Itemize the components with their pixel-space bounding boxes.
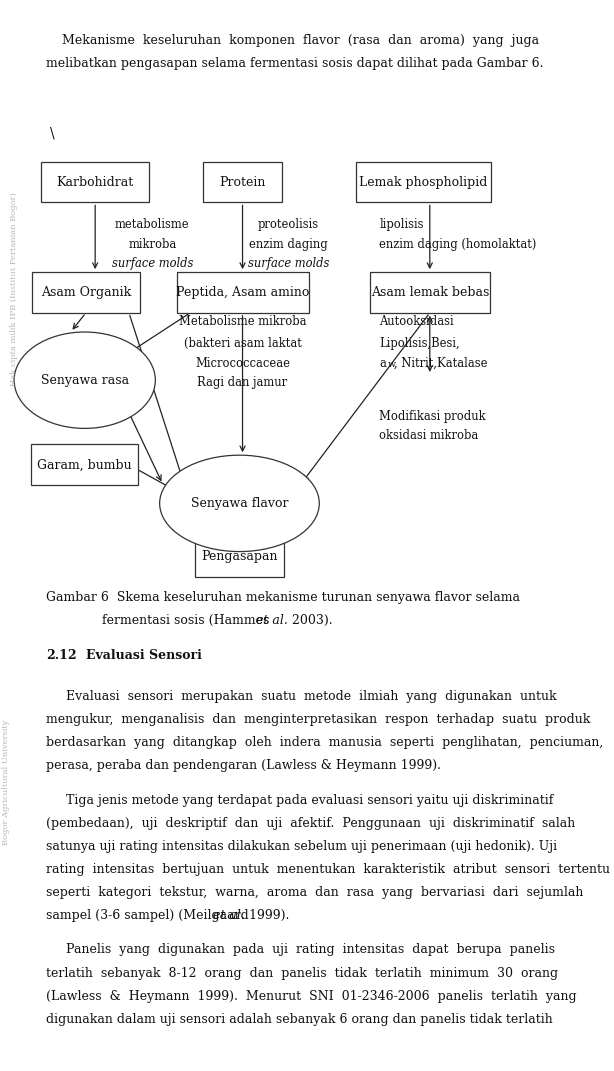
Text: melibatkan pengasapan selama fermentasi sosis dapat dilihat pada Gambar 6.: melibatkan pengasapan selama fermentasi … (46, 57, 543, 71)
Text: surface molds: surface molds (112, 257, 193, 270)
Text: sampel (3-6 sampel) (Meilgaard: sampel (3-6 sampel) (Meilgaard (46, 909, 253, 922)
Text: et al.: et al. (212, 909, 244, 922)
FancyBboxPatch shape (42, 162, 149, 202)
Text: perasa, peraba dan pendengaran (Lawless & Heymann 1999).: perasa, peraba dan pendengaran (Lawless … (46, 759, 441, 772)
Text: Asam Organik: Asam Organik (41, 286, 131, 299)
Text: Ragi dan jamur: Ragi dan jamur (198, 376, 287, 389)
Text: Tiga jenis metode yang terdapat pada evaluasi sensori yaitu uji diskriminatif: Tiga jenis metode yang terdapat pada eva… (46, 794, 553, 806)
Text: Lemak phospholipid: Lemak phospholipid (359, 176, 488, 188)
Text: digunakan dalam uji sensori adalah sebanyak 6 orang dan panelis tidak terlatih: digunakan dalam uji sensori adalah seban… (46, 1012, 553, 1026)
Text: Micrococcaceae: Micrococcaceae (195, 357, 290, 369)
Text: satunya uji rating intensitas dilakukan sebelum uji penerimaan (uji hedonik). Uj: satunya uji rating intensitas dilakukan … (46, 840, 557, 853)
Text: fermentasi sosis (Hammes: fermentasi sosis (Hammes (46, 615, 273, 628)
Text: mengukur,  menganalisis  dan  menginterpretasikan  respon  terhadap  suatu  prod: mengukur, menganalisis dan menginterpret… (46, 713, 591, 726)
Text: Protein: Protein (219, 176, 266, 188)
Text: Evaluasi  sensori  merupakan  suatu  metode  ilmiah  yang  digunakan  untuk: Evaluasi sensori merupakan suatu metode … (46, 690, 557, 704)
Text: Karbohidrat: Karbohidrat (56, 176, 134, 188)
Text: terlatih  sebanyak  8-12  orang  dan  panelis  tidak  terlatih  minimum  30  ora: terlatih sebanyak 8-12 orang dan panelis… (46, 966, 558, 980)
Text: lipolisis: lipolisis (379, 218, 424, 231)
Text: rating  intensitas  bertujuan  untuk  menentukan  karakteristik  atribut  sensor: rating intensitas bertujuan untuk menent… (46, 863, 610, 876)
Text: proteolisis: proteolisis (258, 218, 319, 231)
Text: (pembedaan),  uji  deskriptif  dan  uji  afektif.  Penggunaan  uji  diskriminati: (pembedaan), uji deskriptif dan uji afek… (46, 817, 575, 830)
Text: , Nitrit,Katalase: , Nitrit,Katalase (394, 357, 487, 369)
Text: enzim daging (homolaktat): enzim daging (homolaktat) (379, 238, 537, 251)
Text: 1999).: 1999). (245, 909, 289, 922)
Text: seperti  kategori  tekstur,  warna,  aroma  dan  rasa  yang  bervariasi  dari  s: seperti kategori tekstur, warna, aroma d… (46, 886, 583, 899)
Text: Bogor Agricultural University: Bogor Agricultural University (2, 719, 10, 845)
Text: Gambar 6  Skema keseluruhan mekanisme turunan senyawa flavor selama: Gambar 6 Skema keseluruhan mekanisme tur… (46, 591, 520, 604)
Ellipse shape (14, 332, 155, 428)
Text: \: \ (50, 126, 55, 140)
Text: enzim daging: enzim daging (249, 238, 328, 251)
Text: Peptida, Asam amino: Peptida, Asam amino (176, 286, 309, 299)
Text: 2003).: 2003). (288, 615, 332, 628)
Text: mikroba: mikroba (128, 238, 176, 251)
FancyBboxPatch shape (203, 162, 282, 202)
Text: Evaluasi Sensori: Evaluasi Sensori (86, 649, 202, 662)
FancyBboxPatch shape (356, 162, 491, 202)
Text: (Lawless  &  Heymann  1999).  Menurut  SNI  01-2346-2006  panelis  terlatih  yan: (Lawless & Heymann 1999). Menurut SNI 01… (46, 990, 577, 1002)
Text: Lipolisis,Besi,: Lipolisis,Besi, (379, 337, 460, 350)
Text: Modifikasi produk: Modifikasi produk (379, 410, 486, 423)
Text: Pengasapan: Pengasapan (201, 550, 278, 563)
Text: Metabolisme mikroba: Metabolisme mikroba (179, 315, 306, 328)
Text: Autooksidasi: Autooksidasi (379, 315, 454, 328)
Text: 2.12: 2.12 (46, 649, 77, 662)
FancyBboxPatch shape (370, 272, 489, 313)
Text: Garam, bumbu: Garam, bumbu (37, 458, 132, 471)
Text: a: a (379, 357, 386, 369)
FancyBboxPatch shape (31, 444, 139, 485)
FancyBboxPatch shape (195, 537, 284, 577)
Text: Mekanisme  keseluruhan  komponen  flavor  (rasa  dan  aroma)  yang  juga: Mekanisme keseluruhan komponen flavor (r… (46, 34, 539, 47)
Text: Senyawa rasa: Senyawa rasa (41, 374, 129, 387)
Text: surface molds: surface molds (248, 257, 329, 270)
Ellipse shape (160, 455, 319, 552)
Text: Senyawa flavor: Senyawa flavor (191, 497, 288, 510)
Text: et al.: et al. (255, 615, 287, 628)
Text: Panelis  yang  digunakan  pada  uji  rating  intensitas  dapat  berupa  panelis: Panelis yang digunakan pada uji rating i… (46, 944, 555, 956)
Text: w: w (388, 360, 396, 368)
Text: Hak cipta milik IPB (Institut Pertanian Bogor): Hak cipta milik IPB (Institut Pertanian … (9, 192, 18, 387)
Text: Asam lemak bebas: Asam lemak bebas (371, 286, 489, 299)
FancyBboxPatch shape (177, 272, 309, 313)
Text: berdasarkan  yang  ditangkap  oleh  indera  manusia  seperti  penglihatan,  penc: berdasarkan yang ditangkap oleh indera m… (46, 736, 604, 750)
FancyBboxPatch shape (33, 272, 140, 313)
Text: (bakteri asam laktat: (bakteri asam laktat (184, 337, 301, 350)
Text: oksidasi mikroba: oksidasi mikroba (379, 429, 479, 442)
Text: metabolisme: metabolisme (115, 218, 190, 231)
